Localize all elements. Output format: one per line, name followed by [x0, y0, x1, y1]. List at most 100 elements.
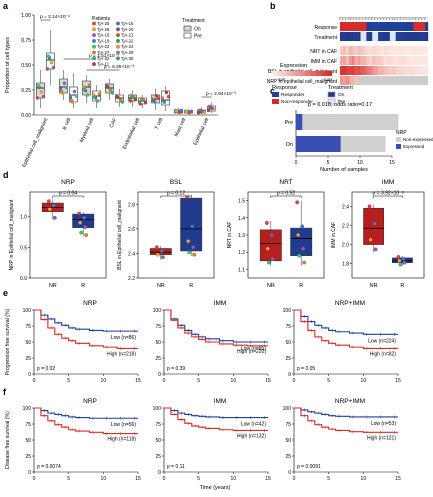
sample-id-label: Tj — [380, 17, 384, 20]
response-cell — [345, 22, 349, 31]
legend-patient-label: TjA-15 — [121, 21, 134, 26]
expression-cell — [345, 76, 349, 85]
sample-id-label: Tj — [394, 17, 398, 20]
data-point — [270, 257, 275, 261]
expression-cell — [360, 56, 364, 65]
data-point — [156, 96, 161, 100]
expression-cell — [419, 46, 423, 55]
data-point — [84, 233, 89, 237]
y-tick-label: 25 — [285, 356, 291, 362]
expression-cell — [378, 66, 382, 75]
p-value-label: p = 0.12 — [167, 191, 185, 197]
km-curve-high — [294, 309, 398, 349]
treatment-cell — [360, 32, 364, 41]
data-point — [174, 109, 179, 113]
expression-cell — [422, 46, 426, 55]
data-point — [47, 207, 52, 212]
data-point — [161, 99, 166, 103]
expression-cell — [366, 76, 370, 85]
response-cell — [419, 22, 423, 31]
treatment-cell — [416, 32, 420, 41]
response-cell — [395, 22, 399, 31]
data-point — [187, 250, 192, 255]
expression-cell — [389, 56, 393, 65]
x-tick-label: R — [189, 283, 193, 289]
expression-cell — [351, 76, 355, 85]
x-tick-label: T cell — [154, 117, 164, 130]
treatment-cell — [348, 32, 352, 41]
expression-cell — [360, 46, 364, 55]
data-point — [264, 221, 269, 225]
sample-id-label: Tj — [418, 17, 422, 20]
sample-id-label: Tj — [365, 17, 369, 20]
sample-id-label: Tj — [409, 17, 413, 20]
y-tick-label: 1.1 — [238, 267, 245, 273]
response-cell — [363, 22, 367, 31]
y-tick-label: 0 — [158, 470, 161, 476]
y-axis-label: IMM in CAF — [331, 222, 337, 248]
response-cell — [425, 22, 429, 31]
expression-cell — [392, 46, 396, 55]
y-tick-label: 100 — [23, 308, 32, 314]
expression-cell — [348, 56, 352, 65]
box-pre — [46, 52, 55, 70]
expression-cell — [407, 56, 411, 65]
legend-patient-marker — [92, 50, 96, 55]
data-point — [79, 230, 84, 235]
legend-patient-label: TjA-19 — [97, 38, 110, 43]
data-point — [41, 94, 46, 99]
expression-cell — [425, 56, 429, 65]
p-value-label: p = 0.0091 — [297, 464, 321, 470]
data-point — [51, 65, 56, 70]
response-cell — [357, 22, 361, 31]
expression-cell — [386, 46, 391, 55]
y-axis-label: NRT in CAF — [227, 222, 233, 249]
data-point — [155, 252, 160, 257]
expression-cell — [392, 66, 396, 75]
p-value-label: p = 1.51×10⁻³ — [89, 53, 119, 59]
p-value-label: p = 0.39 — [167, 366, 185, 372]
km-series-label: High (n=121) — [367, 435, 396, 441]
expression-cell — [357, 76, 361, 85]
response-cell — [366, 22, 370, 31]
response-cell — [375, 22, 379, 31]
panel-label-a: a — [3, 1, 9, 11]
sample-id-label: Tj — [385, 17, 389, 20]
legend-patient-marker — [92, 27, 96, 32]
data-point — [186, 239, 191, 244]
legend-response-label: Responder — [281, 92, 305, 98]
p-value-label: p = 0.52 — [277, 191, 295, 197]
km-curve-high — [294, 407, 398, 433]
x-tick-label: 15 — [395, 476, 401, 482]
data-point — [87, 83, 92, 87]
expression-cell — [413, 76, 417, 85]
response-cell — [354, 22, 358, 31]
bar-expressed — [296, 136, 341, 152]
y-tick-label: 50 — [155, 438, 161, 444]
response-cell — [351, 22, 355, 31]
data-point — [110, 91, 115, 95]
legend-label: Expressed — [403, 144, 425, 149]
km-curve-high — [34, 407, 138, 435]
expression-cell — [372, 46, 376, 55]
sample-id-label: Tj — [374, 17, 378, 20]
data-point — [206, 108, 211, 113]
legend-expression-max: max — [324, 77, 333, 82]
x-tick-label: 15 — [135, 476, 141, 482]
data-point — [120, 100, 125, 104]
expression-cell — [395, 66, 399, 75]
km-series-label: High (n=82) — [370, 351, 397, 357]
data-point — [197, 108, 202, 113]
expression-cell — [381, 46, 385, 55]
panel-label-e: e — [3, 288, 8, 298]
x-tick-label: R — [400, 283, 404, 289]
treatment-cell — [425, 32, 429, 41]
expression-cell — [348, 46, 352, 55]
data-point — [212, 108, 217, 112]
y-axis-label: NRP in Epithelial cell_malignant — [9, 199, 15, 270]
y-tick-label: 100 — [23, 406, 32, 412]
response-cell — [389, 22, 393, 31]
km-series-label: Low (n=53) — [371, 421, 396, 427]
y-tick-label: 50 — [285, 438, 291, 444]
